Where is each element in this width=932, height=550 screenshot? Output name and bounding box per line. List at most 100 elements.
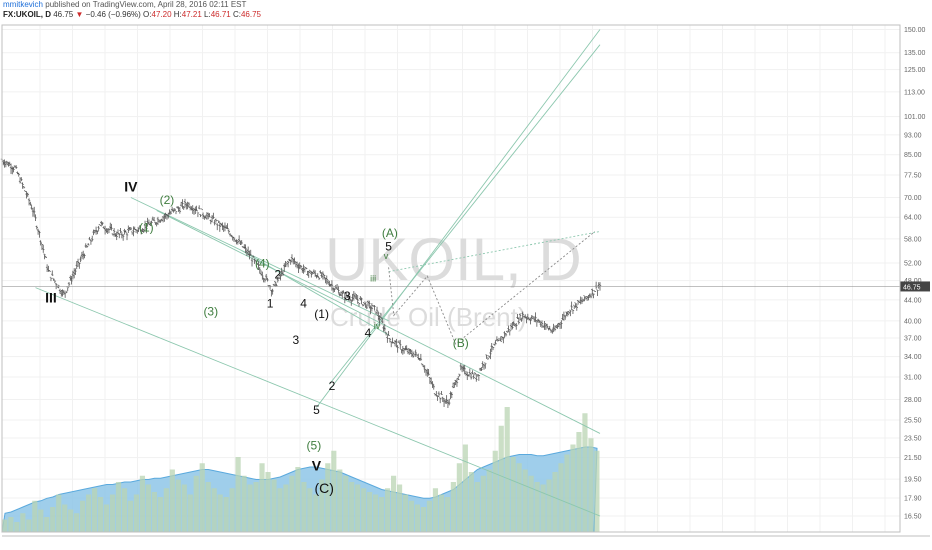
y-tick-label: 101.00 (904, 114, 926, 121)
volume-bar (241, 475, 247, 532)
y-tick-label: 21.50 (904, 455, 922, 462)
volume-bar (145, 484, 151, 532)
volume-bar (139, 475, 146, 532)
volume-bar (420, 507, 427, 532)
volume-bar (32, 500, 38, 532)
change-arrow: ▼ (75, 10, 84, 19)
volume-bar (68, 509, 74, 532)
volume-bar (546, 479, 552, 532)
y-tick-label: 70.00 (904, 195, 922, 202)
open-value: 47.20 (151, 10, 172, 19)
wave-label: iv (374, 321, 381, 331)
volume-bar (325, 463, 331, 532)
symbol-label: FX:UKOIL, D (3, 10, 51, 19)
y-tick-label: 16.50 (904, 514, 922, 521)
trendline[interactable] (316, 29, 601, 408)
volume-bar (414, 504, 421, 532)
volume-bar (14, 522, 20, 532)
volume-bar (133, 494, 140, 532)
volume-bar (157, 497, 163, 532)
volume-bar (379, 497, 385, 532)
open-label: O: (143, 10, 152, 19)
trendline[interactable] (156, 210, 601, 434)
volume-bar (516, 463, 522, 532)
wave-label: 3 (344, 289, 351, 303)
trendline[interactable] (130, 197, 389, 322)
volume-bar (564, 454, 570, 532)
volume-bar (169, 469, 175, 532)
quote-line: FX:UKOIL, D 46.75 ▼ −0.46 (−0.96%) O:47.… (3, 10, 261, 20)
volume-bar (121, 488, 128, 532)
volume-bar (355, 484, 361, 532)
y-tick-label: 37.00 (904, 336, 922, 343)
volume-bar (558, 463, 564, 532)
wave-label: 5 (313, 403, 320, 417)
plot-frame (1, 24, 901, 533)
wave-label: 2 (329, 379, 336, 393)
y-tick-label: 150.00 (904, 27, 926, 34)
volume-bar (319, 479, 325, 532)
y-tick-label: 23.50 (904, 436, 922, 443)
y-tick-label: 34.00 (904, 354, 922, 361)
volume-bar (582, 413, 588, 532)
trendlines (35, 29, 601, 517)
volume-bar (301, 482, 307, 532)
price-axis[interactable]: 150.00 135.00 125.00 113.00 101.00 93.00 85.00… (2, 27, 930, 521)
trendline[interactable] (241, 250, 389, 336)
volume-bar (103, 504, 110, 532)
volume-bar (235, 457, 241, 532)
wave-labels: III IV (1) (2) (3) (4) 1 2 4 3 (1) 5 (5) V (C) 2 3 4 iii iv… (45, 178, 469, 496)
wave-label: 1 (267, 296, 274, 310)
volume-bar (504, 407, 510, 532)
y-tick-label: 85.00 (904, 152, 922, 159)
y-tick-label: 77.50 (904, 173, 922, 180)
volume-bar (576, 432, 582, 532)
y-tick-label: 40.00 (904, 318, 922, 325)
last-price: 46.75 (53, 10, 74, 19)
projection-path[interactable] (388, 231, 596, 345)
volume-bar (259, 463, 265, 532)
volume-bar (223, 497, 229, 532)
volume-bar (594, 450, 600, 532)
volume-bar (175, 479, 181, 532)
wave-label: (2) (160, 193, 175, 207)
volume-bar (211, 488, 217, 532)
volume-bar (181, 484, 187, 532)
volume-bar (349, 482, 355, 532)
trendline[interactable] (35, 287, 601, 517)
wave-label: (4) (255, 256, 270, 270)
volume-bar (343, 475, 349, 532)
wave-label: 4 (365, 326, 372, 340)
close-label: C: (232, 10, 241, 19)
volume-bar (193, 475, 199, 532)
volume-bar (492, 450, 498, 532)
volume-bar (187, 494, 193, 532)
volume-bar (20, 513, 26, 532)
y-tick-label: 28.00 (904, 397, 922, 404)
volume-bar (432, 488, 439, 532)
wave-label: iii (370, 274, 376, 284)
wave-label: 2 (274, 267, 281, 281)
volume-bar (438, 494, 445, 532)
publish-info: published on TradingView.com, April 28, … (43, 0, 247, 9)
volume-bar (385, 488, 391, 532)
volume-bar (540, 484, 546, 532)
y-tick-label: 44.00 (904, 297, 922, 304)
volume-bar (253, 482, 259, 532)
volume-bar (331, 450, 337, 532)
volume-bar (115, 482, 122, 532)
volume-bar (373, 494, 379, 532)
volume-bar (277, 488, 283, 532)
volume-bar (80, 500, 86, 532)
y-tick-label: 93.00 (904, 132, 922, 139)
volume-bar (534, 482, 540, 532)
author-link[interactable]: mmitkevich (3, 0, 44, 9)
volume-bar (528, 475, 534, 532)
volume-bar (474, 482, 480, 532)
y-tick-label: 125.00 (904, 67, 926, 74)
trendline[interactable] (329, 44, 601, 385)
volume-bar (313, 494, 319, 532)
volume-bar (522, 469, 528, 532)
volume-bar (391, 475, 397, 532)
